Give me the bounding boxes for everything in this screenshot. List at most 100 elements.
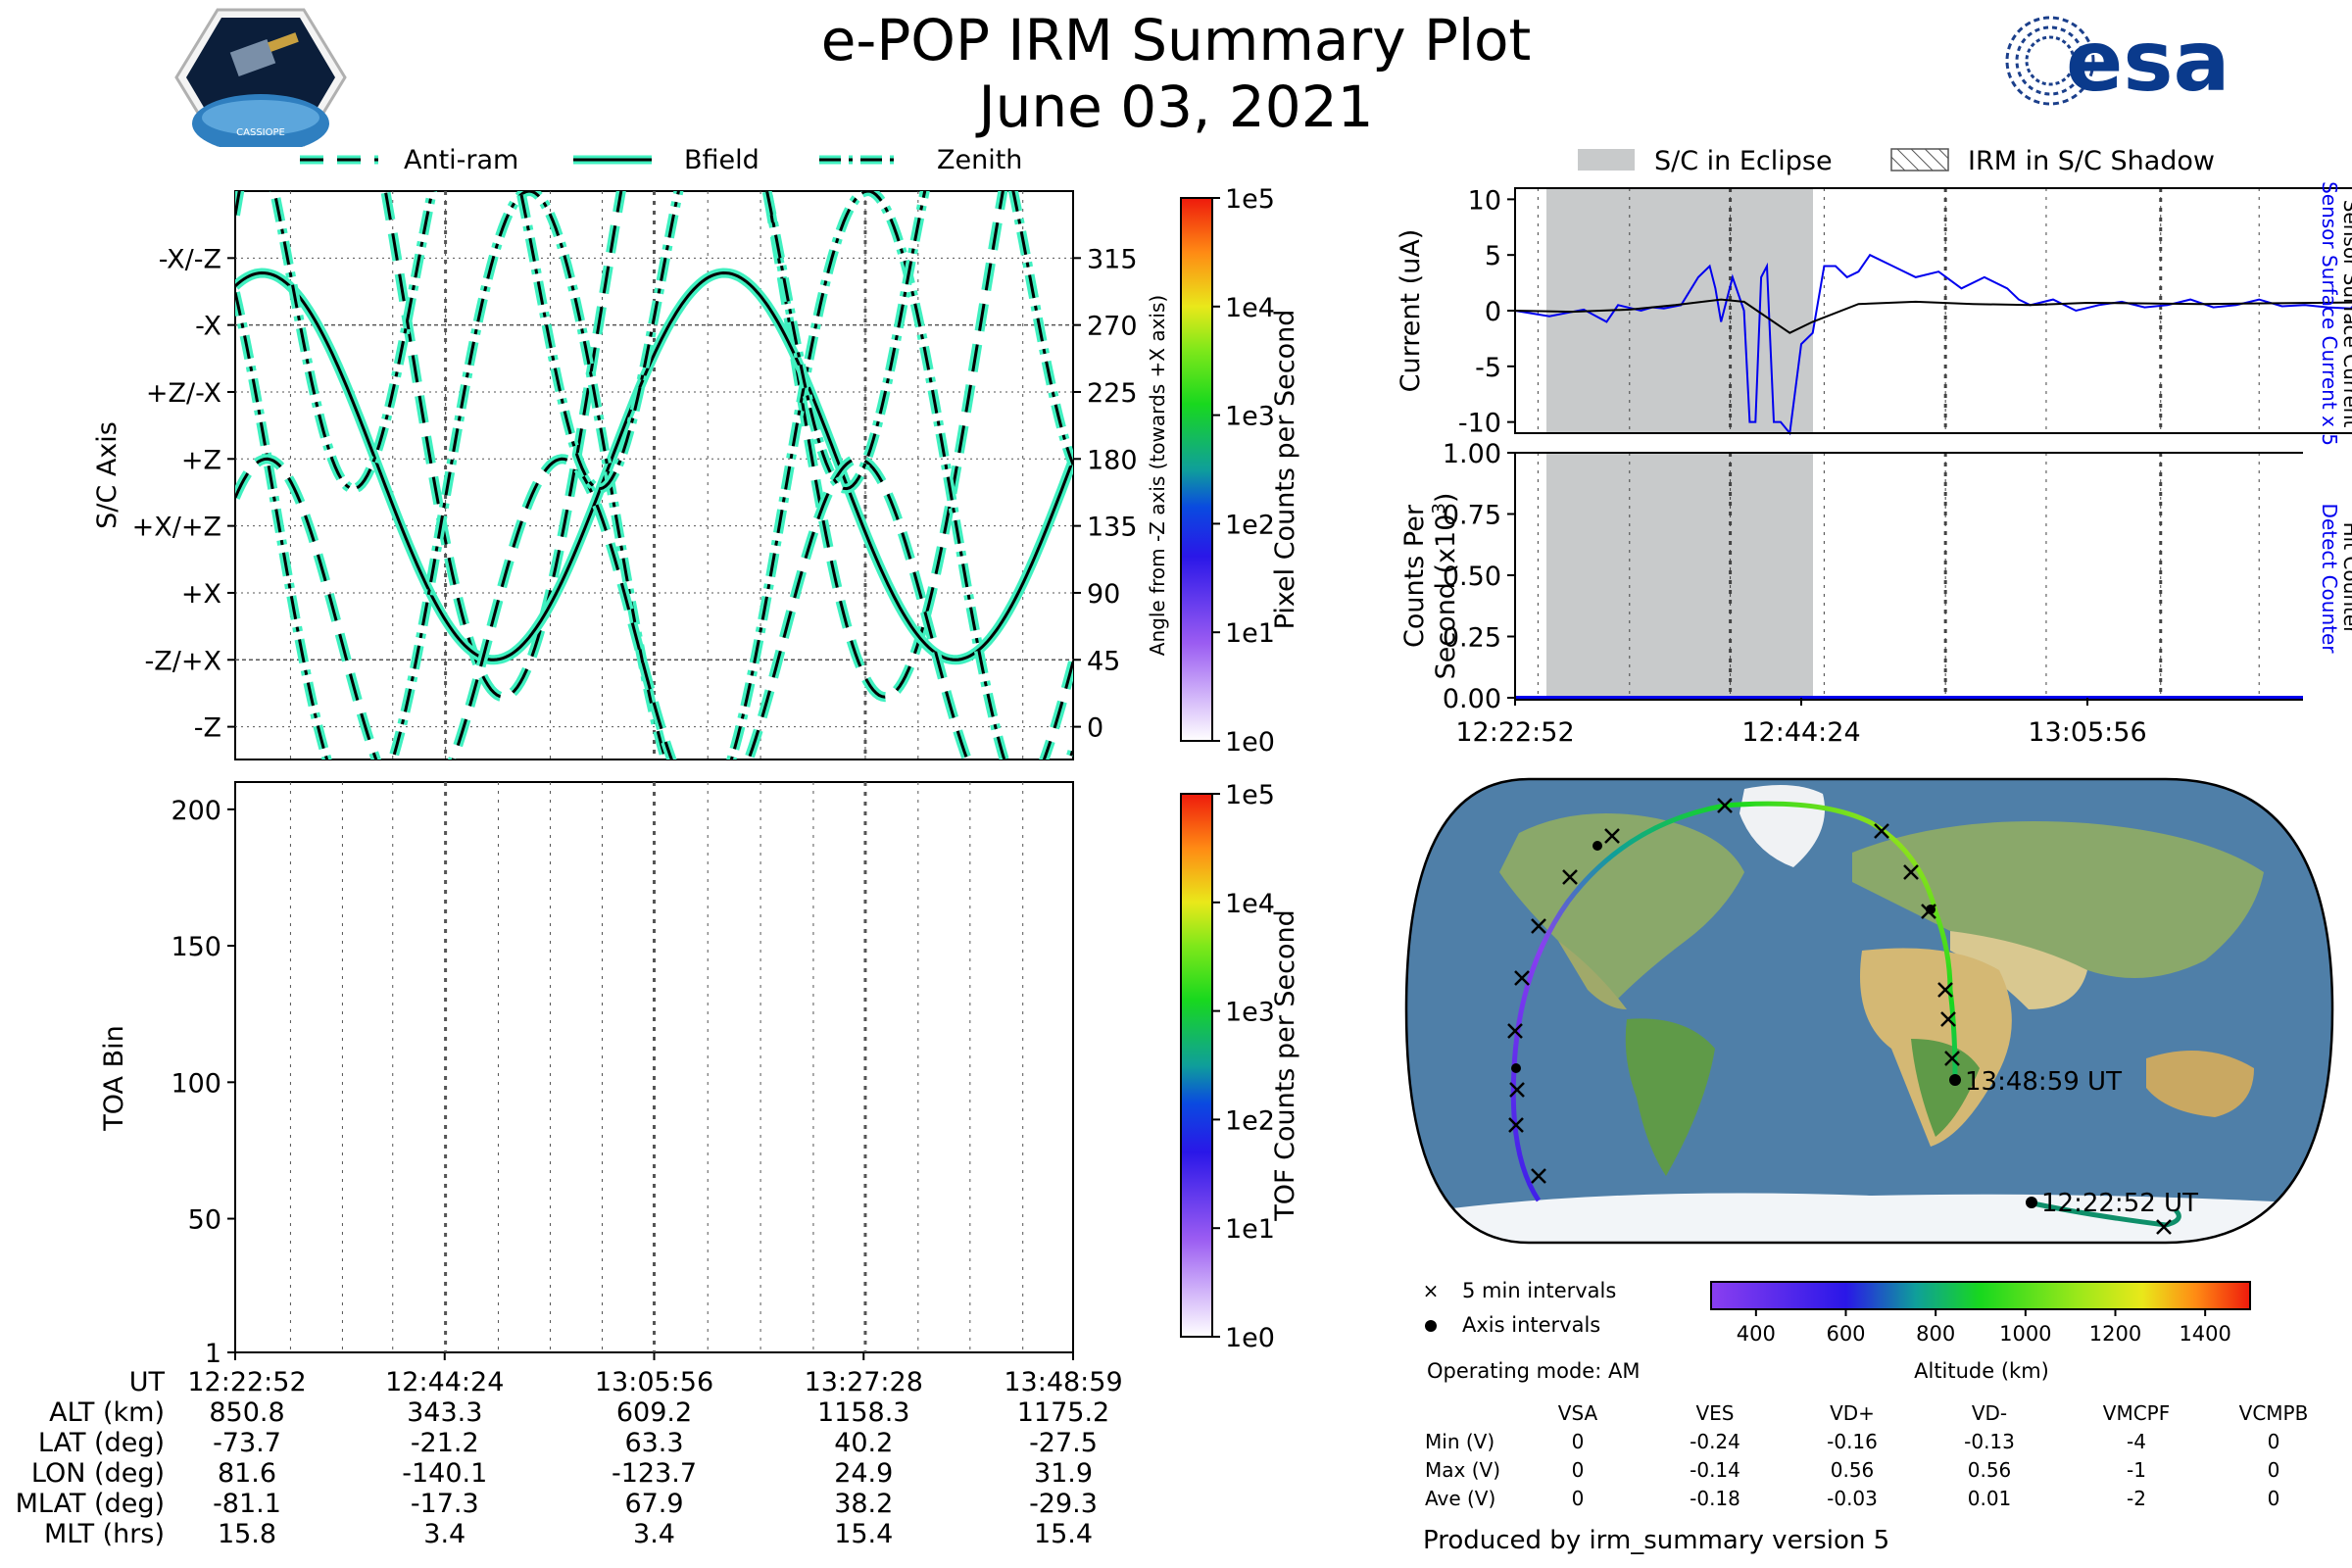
sc-axis-ylabel: S/C Axis: [92, 421, 122, 529]
colorbar-tick-label: 1e4: [1225, 293, 1275, 323]
vtable-header: VES: [1695, 1401, 1735, 1425]
eph-cell: 1175.2: [1016, 1397, 1110, 1428]
vtable-cell: -0.16: [1827, 1430, 1878, 1453]
vtable-cell: -4: [2127, 1430, 2146, 1453]
eph-cell: 31.9: [1033, 1458, 1094, 1489]
angle-ytick-label: 45: [1087, 646, 1120, 676]
five-min-marker: [1507, 1023, 1523, 1039]
angle-ytick-label: 0: [1087, 713, 1103, 744]
colorbar-tick-label: 1e2: [1225, 510, 1275, 540]
eph-cell: 850.8: [209, 1397, 285, 1428]
esa-logo: esa: [2005, 13, 2230, 111]
counts-ylabel-line2: Second (x103): [1429, 493, 1461, 680]
altitude-tick-label: 1400: [2179, 1322, 2230, 1346]
eph-row-label: UT: [128, 1367, 165, 1397]
counts-right-label-black: Hit Counter: [2339, 522, 2352, 635]
vtable-cell: -1: [2127, 1458, 2146, 1482]
vtable-header: VCMPB: [2238, 1401, 2309, 1425]
ephemeris-table: UT ALT (km) LAT (deg) LON (deg) MLAT (deg) ML…: [0, 1367, 1156, 1563]
altitude-tick-label: 1000: [1999, 1322, 2051, 1346]
vtable-row-label: Max (V): [1425, 1458, 1500, 1482]
eph-cell: 15.4: [1033, 1519, 1094, 1549]
colorbar-tick-label: 1e1: [1225, 618, 1275, 649]
eph-cell: 12:22:52: [187, 1367, 307, 1397]
five-min-marker: [1903, 864, 1919, 880]
current-panel: 10 5 0 -5 -10 Current (uA): [1396, 185, 2352, 439]
vtable-cell: 0: [1571, 1458, 1585, 1482]
vtable-cell: 0: [2267, 1458, 2280, 1482]
angle-ytick-label: 270: [1087, 312, 1138, 342]
legend-bfield: Bfield: [684, 145, 760, 175]
eph-cell: -123.7: [611, 1458, 698, 1489]
operating-mode: Operating mode: AM: [1427, 1359, 1641, 1383]
five-min-marker: [1531, 1168, 1546, 1184]
current-right-labels: Sensor Surface Current x 5 Sensor Surfac…: [2318, 181, 2352, 446]
vtable-cell: -2: [2127, 1487, 2146, 1510]
vtable-header: VMCPF: [2102, 1401, 2171, 1425]
angle-ytick-label: 180: [1087, 445, 1138, 475]
axis-ytick-label: +Z/-X: [146, 378, 221, 409]
axis-ytick-label: -X/-Z: [159, 244, 221, 274]
counts-ylabel-line1: Counts Per: [1399, 504, 1430, 648]
eph-cell: 15.8: [217, 1519, 277, 1549]
vtable-cell: 0: [2267, 1487, 2280, 1510]
counts-xtick-label: 12:44:24: [1741, 717, 1860, 748]
eph-cell: -73.7: [213, 1428, 281, 1458]
cassiope-logo-text: CASSIOPE: [236, 127, 285, 138]
orbit-trace: [1510, 801, 1958, 1202]
five-min-marker: [1562, 869, 1578, 885]
eph-row-label: ALT (km): [49, 1397, 165, 1428]
counts-right-label-blue: Detect Counter: [2318, 504, 2341, 655]
vtable-cell: 0.56: [1967, 1458, 2012, 1482]
counts-ytick-label: 0.75: [1443, 501, 1501, 531]
five-min-marker: [1508, 1117, 1524, 1133]
eclipse-region-counts: [1546, 453, 1813, 700]
angle-ytick-label: 90: [1087, 579, 1120, 610]
current-ytick-label: -5: [1475, 353, 1501, 383]
legend-shadow: IRM in S/C Shadow: [1968, 146, 2215, 176]
colorbar-tick-label: 1e4: [1225, 889, 1275, 919]
axis-interval-dot: [1592, 841, 1602, 851]
colorbar-tick-label: 1e0: [1225, 727, 1275, 755]
pixel-colorbar: 1e0 1e1 1e2 1e3 1e4 1e5 Pixel Counts per Seco…: [1180, 186, 1300, 755]
current-ytick-label: 0: [1485, 297, 1501, 327]
eph-cell: 3.4: [633, 1519, 675, 1549]
eph-cell: 12:44:24: [385, 1367, 505, 1397]
eph-cell: 67.9: [624, 1489, 684, 1519]
axis-interval-dot: [1511, 1063, 1521, 1073]
vtable-header: VD-: [1971, 1401, 2008, 1425]
start-time-label: 12:22:52 UT: [2041, 1189, 2198, 1218]
altitude-colorbar: 400 600 800 1000 1200 1400 Altitude (km): [1710, 1281, 2251, 1382]
colorbar-tick-label: 1e2: [1225, 1105, 1275, 1136]
vtable-cell: 0.01: [1967, 1487, 2012, 1510]
angle-ytick-label: 135: [1087, 513, 1138, 543]
legend-eclipse: S/C in Eclipse: [1654, 146, 1833, 176]
eph-row-label: LON (deg): [30, 1458, 165, 1489]
angle-ytick-label: 225: [1087, 378, 1138, 409]
vtable-header: VSA: [1557, 1401, 1598, 1425]
vtable-row-label: Ave (V): [1425, 1487, 1496, 1510]
counts-ytick-label: 1.00: [1443, 441, 1501, 469]
colorbar-tick-label: 1e3: [1225, 998, 1275, 1028]
vtable-cell: 0.56: [1830, 1458, 1875, 1482]
toa-ytick-label: 100: [171, 1068, 221, 1099]
counts-ytick-label: 0.50: [1443, 562, 1501, 592]
eph-cell: 3.4: [423, 1519, 466, 1549]
current-ytick-label: 10: [1468, 185, 1501, 216]
colorbar-tick-label: 1e1: [1225, 1214, 1275, 1245]
vtable-cell: 0: [1571, 1487, 1585, 1510]
axis-ytick-label: -Z/+X: [145, 646, 221, 676]
vtable-cell: -0.24: [1690, 1430, 1740, 1453]
legend-zenith: Zenith: [937, 145, 1022, 175]
eph-row-label: MLT (hrs): [43, 1519, 165, 1549]
page-title: e-POP IRM Summary Plot: [820, 7, 1532, 74]
vtable-cell: -0.18: [1690, 1487, 1740, 1510]
end-time-label: 13:48:59 UT: [1965, 1067, 2122, 1097]
toa-ytick-label: 200: [171, 796, 221, 826]
current-ytick-label: 5: [1485, 241, 1501, 271]
sc-axis-panel: -X/-Z -X +Z/-X +Z +X/+Z +X -Z/+X -Z 315 270 225 18…: [92, 190, 1169, 760]
eph-cell: -140.1: [402, 1458, 488, 1489]
sensor-current-x5-line: [1514, 253, 2352, 436]
